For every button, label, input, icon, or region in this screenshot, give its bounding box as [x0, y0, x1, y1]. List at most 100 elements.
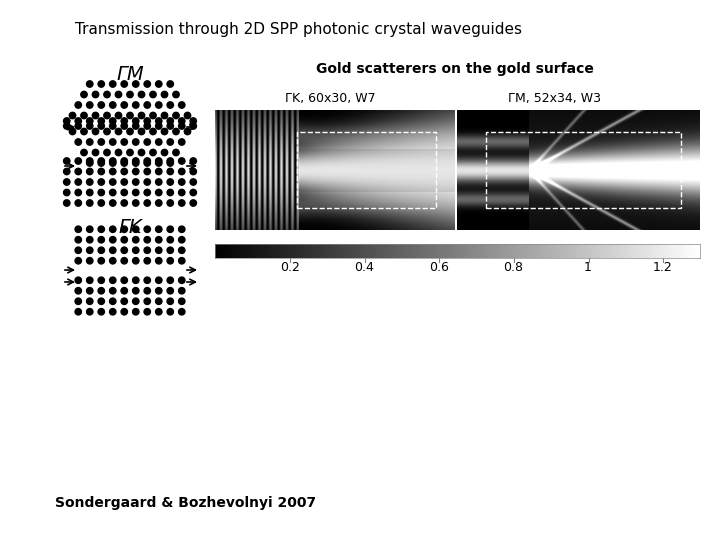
Circle shape: [104, 129, 110, 134]
Circle shape: [144, 277, 150, 284]
Circle shape: [109, 226, 116, 232]
Circle shape: [109, 308, 116, 315]
Circle shape: [109, 81, 116, 87]
Text: 0.4: 0.4: [354, 261, 374, 274]
Circle shape: [92, 91, 99, 98]
Text: Transmission through 2D SPP photonic crystal waveguides: Transmission through 2D SPP photonic cry…: [75, 22, 522, 37]
Circle shape: [86, 287, 93, 294]
Circle shape: [109, 123, 116, 129]
Circle shape: [98, 226, 104, 232]
Circle shape: [98, 168, 104, 175]
Circle shape: [92, 149, 99, 156]
Circle shape: [109, 160, 116, 166]
Circle shape: [63, 123, 70, 129]
Circle shape: [150, 149, 156, 156]
Circle shape: [132, 287, 139, 294]
Circle shape: [156, 160, 162, 166]
Circle shape: [98, 200, 104, 206]
Circle shape: [132, 200, 139, 206]
Circle shape: [179, 247, 185, 253]
Circle shape: [132, 247, 139, 253]
Circle shape: [75, 226, 81, 232]
Circle shape: [63, 190, 70, 195]
Circle shape: [127, 112, 133, 119]
Circle shape: [121, 102, 127, 108]
Circle shape: [75, 277, 81, 284]
Circle shape: [179, 139, 185, 145]
Circle shape: [156, 237, 162, 243]
Circle shape: [86, 102, 93, 108]
Circle shape: [144, 139, 150, 145]
Circle shape: [179, 308, 185, 315]
Circle shape: [75, 158, 81, 164]
Text: ΓM, 52x34, W3: ΓM, 52x34, W3: [508, 92, 601, 105]
Circle shape: [167, 190, 174, 195]
Circle shape: [167, 160, 174, 166]
Circle shape: [98, 81, 104, 87]
Circle shape: [156, 287, 162, 294]
Circle shape: [98, 179, 104, 185]
Circle shape: [167, 258, 174, 264]
Circle shape: [127, 149, 133, 156]
Circle shape: [156, 298, 162, 305]
Circle shape: [109, 139, 116, 145]
Circle shape: [109, 277, 116, 284]
Circle shape: [75, 179, 81, 185]
Circle shape: [132, 168, 139, 175]
Circle shape: [150, 112, 156, 119]
Circle shape: [104, 91, 110, 98]
Circle shape: [86, 139, 93, 145]
Circle shape: [63, 200, 70, 206]
Circle shape: [156, 158, 162, 164]
Circle shape: [86, 308, 93, 315]
Circle shape: [98, 237, 104, 243]
Circle shape: [144, 237, 150, 243]
Circle shape: [167, 168, 174, 175]
Circle shape: [98, 118, 104, 124]
Circle shape: [75, 287, 81, 294]
Circle shape: [86, 277, 93, 284]
Circle shape: [75, 237, 81, 243]
Circle shape: [190, 190, 197, 195]
Circle shape: [86, 298, 93, 305]
Circle shape: [75, 139, 81, 145]
Circle shape: [86, 226, 93, 232]
Circle shape: [69, 129, 76, 134]
Circle shape: [179, 118, 185, 124]
Bar: [297, 132, 436, 208]
Circle shape: [121, 190, 127, 195]
Circle shape: [167, 277, 174, 284]
Circle shape: [109, 118, 116, 124]
Circle shape: [156, 81, 162, 87]
Circle shape: [98, 258, 104, 264]
Circle shape: [190, 158, 197, 164]
Circle shape: [167, 179, 174, 185]
Circle shape: [86, 258, 93, 264]
Circle shape: [132, 102, 139, 108]
Circle shape: [179, 298, 185, 305]
Text: ΓM: ΓM: [116, 65, 144, 84]
Circle shape: [92, 129, 99, 134]
Circle shape: [75, 247, 81, 253]
Circle shape: [127, 91, 133, 98]
Circle shape: [127, 129, 133, 134]
Circle shape: [121, 277, 127, 284]
Circle shape: [63, 179, 70, 185]
Circle shape: [156, 139, 162, 145]
Circle shape: [132, 258, 139, 264]
Circle shape: [132, 179, 139, 185]
Circle shape: [156, 277, 162, 284]
Circle shape: [115, 112, 122, 119]
Circle shape: [92, 112, 99, 119]
Circle shape: [121, 81, 127, 87]
Circle shape: [121, 123, 127, 129]
Circle shape: [167, 287, 174, 294]
Circle shape: [144, 179, 150, 185]
Circle shape: [75, 258, 81, 264]
Circle shape: [109, 168, 116, 175]
Circle shape: [86, 158, 93, 164]
Circle shape: [179, 158, 185, 164]
Circle shape: [121, 258, 127, 264]
Circle shape: [75, 200, 81, 206]
Circle shape: [109, 287, 116, 294]
